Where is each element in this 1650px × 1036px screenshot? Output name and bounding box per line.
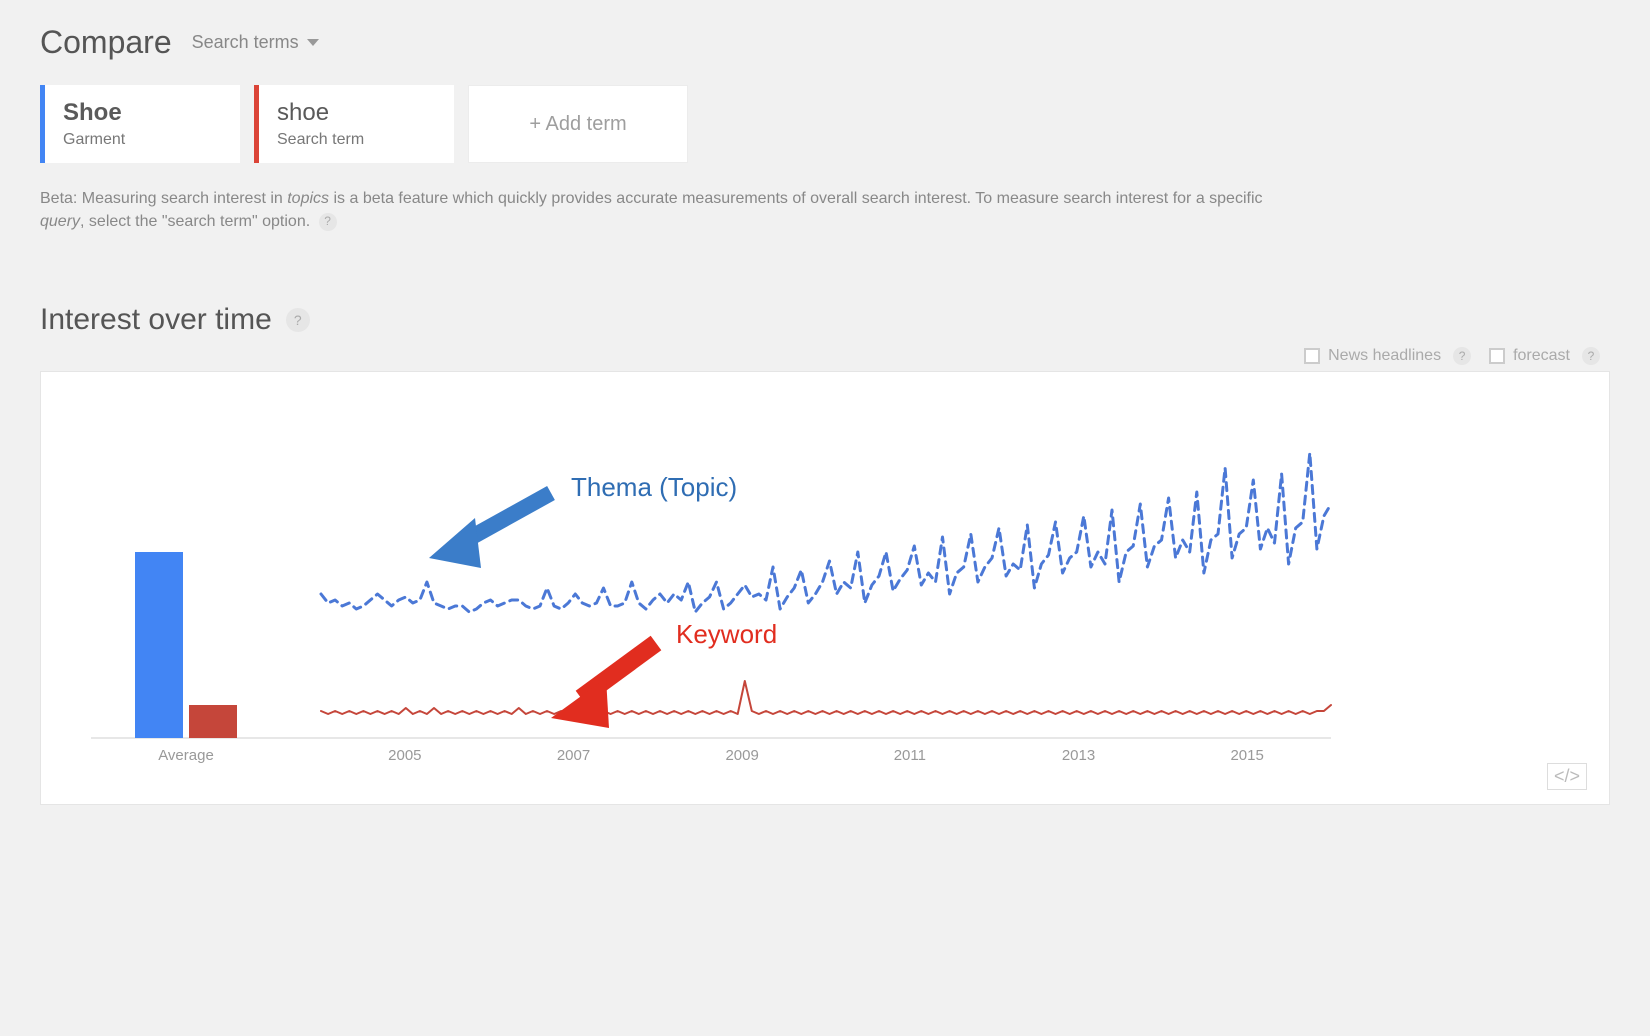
svg-text:Average: Average — [158, 747, 214, 764]
help-icon[interactable]: ? — [319, 213, 337, 231]
svg-text:2005: 2005 — [388, 747, 421, 764]
term-label: Shoe — [63, 99, 222, 127]
section-header: Interest over time ? — [40, 303, 1610, 337]
checkbox-icon — [1304, 348, 1320, 364]
toggle-forecast[interactable]: forecast ? — [1489, 347, 1600, 365]
svg-text:2009: 2009 — [725, 747, 758, 764]
beta-note-italic2: query — [40, 213, 80, 230]
embed-icon[interactable]: </> — [1547, 763, 1587, 790]
chart-body: Average 2005 2007 2009 2011 2013 2015 Thema (To… — [61, 428, 1589, 788]
toggle-label: forecast — [1513, 347, 1570, 365]
add-term-label: + Add term — [529, 113, 626, 136]
beta-note-text: Beta: Measuring search interest in — [40, 190, 287, 207]
beta-note: Beta: Measuring search interest in topic… — [40, 187, 1290, 233]
toggle-news-headlines[interactable]: News headlines ? — [1304, 347, 1471, 365]
page-title: Compare — [40, 24, 172, 61]
term-card-keyword[interactable]: shoe Search term — [254, 85, 454, 163]
interest-chart: Average 2005 2007 2009 2011 2013 2015 Thema (To… — [61, 428, 1341, 788]
term-label: shoe — [277, 99, 436, 127]
chart-toggles: News headlines ? forecast ? — [40, 347, 1610, 365]
term-card-topic[interactable]: Shoe Garment — [40, 85, 240, 163]
dropdown-label: Search terms — [192, 32, 299, 53]
svg-text:2011: 2011 — [894, 747, 926, 764]
term-sublabel: Search term — [277, 131, 436, 149]
beta-note-mid: is a beta feature which quickly provides… — [329, 190, 1262, 207]
term-cards: Shoe Garment shoe Search term + Add term — [40, 85, 1610, 163]
svg-text:2013: 2013 — [1062, 747, 1095, 764]
checkbox-icon — [1489, 348, 1505, 364]
help-icon[interactable]: ? — [286, 308, 310, 332]
compare-header: Compare Search terms — [40, 24, 1610, 61]
section-title: Interest over time — [40, 303, 272, 337]
chevron-down-icon — [307, 39, 319, 46]
help-icon[interactable]: ? — [1453, 347, 1471, 365]
help-icon[interactable]: ? — [1582, 347, 1600, 365]
toggle-label: News headlines — [1328, 347, 1441, 365]
beta-note-suffix: , select the "search term" option. — [80, 213, 310, 230]
svg-text:Thema (Topic): Thema (Topic) — [571, 472, 737, 502]
beta-note-italic1: topics — [287, 190, 329, 207]
svg-text:Keyword: Keyword — [676, 619, 777, 649]
search-terms-dropdown[interactable]: Search terms — [192, 32, 319, 53]
chart-card: Average 2005 2007 2009 2011 2013 2015 Thema (To… — [40, 371, 1610, 805]
svg-text:2007: 2007 — [557, 747, 590, 764]
svg-text:2015: 2015 — [1230, 747, 1263, 764]
term-sublabel: Garment — [63, 131, 222, 149]
add-term-button[interactable]: + Add term — [468, 85, 688, 163]
